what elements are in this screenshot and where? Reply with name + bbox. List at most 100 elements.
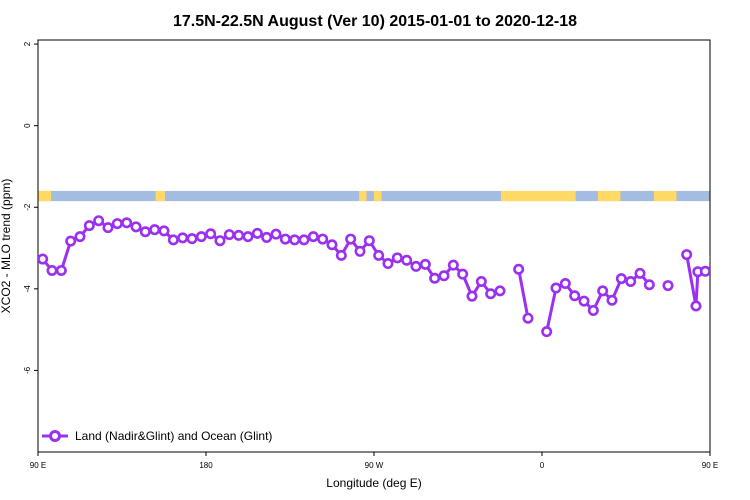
series-layer [38,215,750,338]
data-point [475,275,487,287]
x-axis: 90 E 180 90 W 0 90 E [30,452,718,470]
data-point [195,231,207,243]
data-point [242,231,254,243]
chart-title: 17.5N-22.5N August (Ver 10) 2015-01-01 t… [173,13,577,30]
data-point [363,235,375,247]
data-point [729,266,737,274]
data-point [261,231,273,243]
data-point [485,288,497,300]
data-point [391,252,403,264]
data-point [587,304,599,316]
data-point [578,295,590,307]
data-point [83,220,95,232]
data-point [354,245,366,257]
data-point [149,224,161,236]
data-point [251,227,263,239]
data-point [690,300,702,312]
data-point [233,229,245,241]
data-point [307,231,319,243]
data-point [466,290,478,302]
data-point [111,218,123,230]
data-point [522,312,534,324]
data-point [625,275,637,287]
y-axis-label: XCO2 - MLO trend (ppm) [0,179,13,314]
y-tick-label: 0 [23,123,32,128]
data-point [177,232,189,244]
data-point [429,272,441,284]
data-point [382,258,394,270]
data-point [102,222,114,234]
land-segment [38,190,52,202]
series-group [38,215,750,338]
data-point [279,233,291,245]
legend-marker-swatch [49,430,61,442]
y-tick-label: -4 [23,285,32,293]
data-point [46,264,58,276]
data-point [738,237,746,245]
data-point [709,256,710,262]
series-line [685,254,706,308]
land-segment [598,190,621,202]
land-segment [359,190,367,202]
series-line [517,268,530,319]
data-point [130,221,142,233]
data-point [597,285,609,297]
data-point [317,233,329,245]
y-tick-label: 2 [23,41,32,46]
data-point [93,215,105,227]
data-point [223,229,235,241]
data-point [335,249,347,261]
data-point [298,234,310,246]
data-point [55,264,67,276]
data-point [38,253,49,265]
x-tick-label: 180 [199,461,213,470]
legend: Land (Nadir&Glint) and Ocean (Glint) [42,429,272,443]
data-point [121,217,133,229]
y-axis: 2 0 -2 -4 -6 [23,41,38,374]
data-point [699,265,710,277]
data-point [569,290,581,302]
data-point [550,282,562,294]
land-segment [500,190,576,202]
x-tick-label: 90 W [365,461,384,470]
data-point [615,273,627,285]
x-tick-label: 0 [540,461,545,470]
data-point [158,225,170,237]
data-point [410,260,422,272]
data-point [494,285,506,297]
land-segment [374,190,382,202]
data-point [326,239,338,251]
data-point [720,266,728,274]
x-axis-label: Longitude (deg E) [326,476,421,490]
data-point [634,267,646,279]
data-point [559,278,571,290]
series-line [715,221,750,271]
data-point [345,233,357,245]
data-point [214,235,226,247]
x-tick-label: 90 E [702,461,718,470]
data-point [205,228,217,240]
land-segment [155,190,165,202]
data-point [513,263,525,275]
y-tick-label: -6 [23,366,32,374]
data-point [186,233,198,245]
data-point [401,254,413,266]
data-point [541,326,553,338]
data-point [438,270,450,282]
x-tick-label: 90 E [30,461,46,470]
y-tick-label: -2 [23,203,32,211]
data-point [662,280,674,292]
data-point [447,259,459,271]
data-point [74,231,86,243]
data-point [167,234,179,246]
data-point [606,294,618,306]
data-point [419,258,431,270]
data-point [270,228,282,240]
data-point [65,235,77,247]
data-point [289,234,301,246]
legend-label: Land (Nadir&Glint) and Ocean (Glint) [75,429,272,443]
data-point [373,249,385,261]
data-point [643,279,655,291]
land-ocean-mask-band [38,190,710,202]
